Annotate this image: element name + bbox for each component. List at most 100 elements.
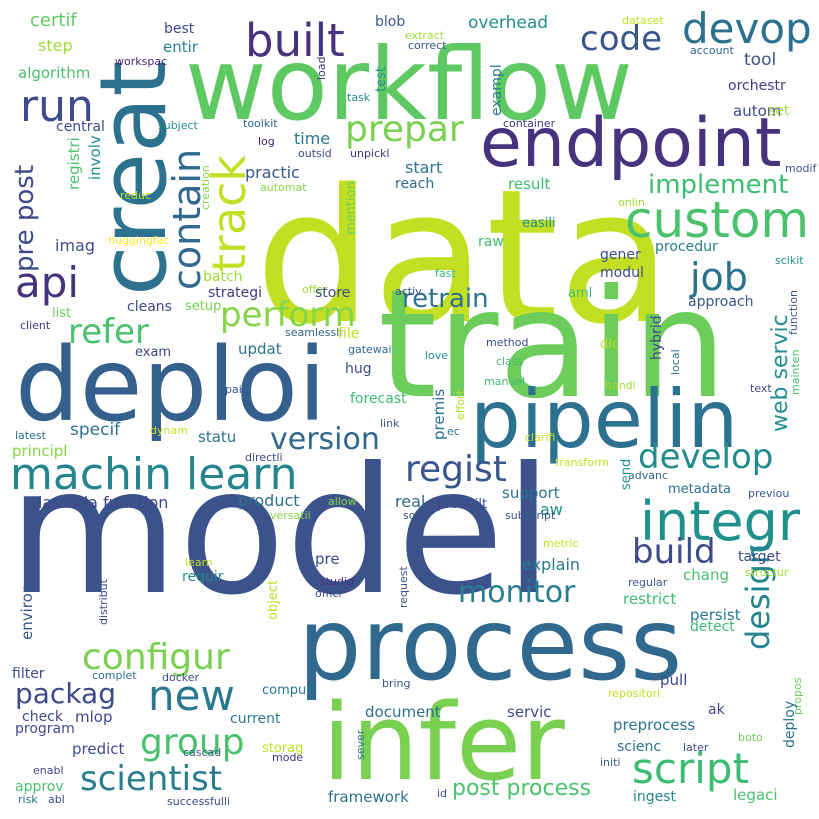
word-cloud-word: strategi <box>208 285 262 301</box>
word-cloud-word: easili <box>522 216 556 231</box>
word-cloud-word: practic <box>245 163 300 182</box>
word-cloud-word: onlin <box>618 196 645 209</box>
word-cloud-word: seamlessli <box>285 326 343 339</box>
word-cloud-word: workflow <box>185 26 633 143</box>
word-cloud-word: comput <box>262 683 312 698</box>
word-cloud-word: store <box>315 285 351 301</box>
word-cloud-word: regist <box>405 449 507 490</box>
word-cloud-word: versatil <box>270 509 311 522</box>
word-cloud-word: restrict <box>623 590 677 608</box>
word-cloud-word: outsid <box>298 147 332 160</box>
word-cloud-word: workspac <box>115 55 168 68</box>
word-cloud-word: prepar <box>345 109 464 150</box>
word-cloud-word: explain <box>522 555 581 574</box>
word-cloud-word: updat <box>238 340 282 358</box>
word-cloud-word: clarifi <box>525 431 556 444</box>
word-cloud-word: dynam <box>150 424 188 437</box>
word-cloud-word: creation <box>199 165 212 210</box>
word-cloud-word: class <box>496 355 524 368</box>
word-cloud-word: pre post <box>10 164 40 272</box>
word-cloud-word: modif <box>785 162 817 175</box>
word-cloud-word: best <box>164 21 195 37</box>
word-cloud-word: imag <box>55 236 95 255</box>
word-cloud-word: central <box>56 119 105 135</box>
word-cloud-word: preprocess <box>613 716 696 734</box>
word-cloud-word: task <box>347 91 371 104</box>
word-cloud-word: cleans <box>127 299 172 315</box>
word-cloud-word: exampl <box>489 64 505 116</box>
word-cloud-word: job <box>690 255 748 299</box>
word-cloud-word: local <box>669 349 682 375</box>
word-cloud-word: initi <box>600 756 621 769</box>
word-cloud-word: subscript <box>505 509 556 522</box>
word-cloud-word: pull <box>660 671 688 689</box>
word-cloud-word: gener <box>600 247 641 263</box>
word-cloud-word: complet <box>92 669 137 682</box>
word-cloud-word: pipelin <box>470 373 739 466</box>
word-cloud-word: sort <box>403 509 425 522</box>
word-cloud-word: certif <box>30 10 77 31</box>
word-cloud-word: test <box>374 67 389 92</box>
word-cloud-word: premis <box>430 388 448 440</box>
word-cloud-word: function <box>787 290 800 335</box>
word-cloud-word: program <box>15 721 75 737</box>
word-cloud-word: sever <box>354 729 367 760</box>
word-cloud-word: reach <box>395 176 435 192</box>
word-cloud-word: bring <box>382 677 411 690</box>
word-cloud-word: approv <box>15 779 64 795</box>
word-cloud-word: object <box>266 579 281 620</box>
word-cloud-word: approach <box>688 294 754 310</box>
word-cloud-word: subject <box>158 119 198 132</box>
word-cloud-word: scikit <box>775 254 804 267</box>
word-cloud-word: pre <box>315 550 340 568</box>
word-cloud-word: client <box>20 319 51 332</box>
word-cloud-word: automat <box>260 181 307 194</box>
word-cloud-word: ingest <box>633 789 677 805</box>
word-cloud-word: deploy <box>782 700 798 748</box>
word-cloud-word: chang <box>683 566 729 584</box>
word-cloud-word: fast <box>435 267 456 280</box>
word-cloud-word: forecast <box>350 391 407 407</box>
word-cloud-word: retrain <box>402 284 489 314</box>
word-cloud-word: manual <box>484 375 526 388</box>
word-cloud-word: monitor <box>458 575 576 610</box>
word-cloud-word: mainten <box>789 349 802 395</box>
word-cloud-word: built <box>245 14 345 67</box>
word-cloud-word: develop <box>638 437 774 477</box>
word-cloud-word: endpoint <box>480 104 782 183</box>
word-cloud-word: dlc <box>600 337 620 352</box>
word-cloud-word: support <box>502 484 560 502</box>
word-cloud-word: infer <box>322 681 565 804</box>
word-cloud-word: send <box>619 458 634 490</box>
word-cloud-word: refer <box>68 312 150 352</box>
word-cloud-word: love <box>425 349 449 362</box>
word-cloud-word: lambda function <box>38 493 169 512</box>
word-cloud-word: packag <box>15 677 116 710</box>
word-cloud-word: target <box>738 549 781 565</box>
word-cloud-word: batch <box>203 269 243 285</box>
word-cloud-word: api <box>15 258 80 307</box>
word-cloud-word: learn <box>185 556 213 569</box>
word-cloud-word: process <box>298 586 683 703</box>
word-cloud-word: run <box>20 81 94 132</box>
word-cloud-word: modul <box>600 265 644 281</box>
word-cloud-word: structur <box>745 566 789 579</box>
word-cloud-word: allow <box>328 495 357 508</box>
word-cloud-word: mention <box>344 181 359 235</box>
word-cloud-word: orchestr <box>728 78 786 94</box>
word-cloud-word: metric <box>543 537 579 550</box>
word-cloud-word: start <box>405 158 443 177</box>
word-cloud-word: latest <box>15 429 46 442</box>
word-cloud-word: risk <box>18 793 38 806</box>
word-cloud-word: transform <box>555 456 609 469</box>
word-cloud-word: text <box>750 382 772 395</box>
word-cloud-word: integr <box>640 490 801 553</box>
word-cloud-word: involv <box>86 135 104 180</box>
word-cloud-word: predict <box>72 740 125 758</box>
word-cloud-word: studio <box>320 575 354 588</box>
word-cloud-word: boto <box>738 731 763 744</box>
word-cloud-word: principl <box>12 442 68 460</box>
word-cloud-word: perform <box>220 295 356 335</box>
word-cloud-word: legaci <box>733 786 778 804</box>
